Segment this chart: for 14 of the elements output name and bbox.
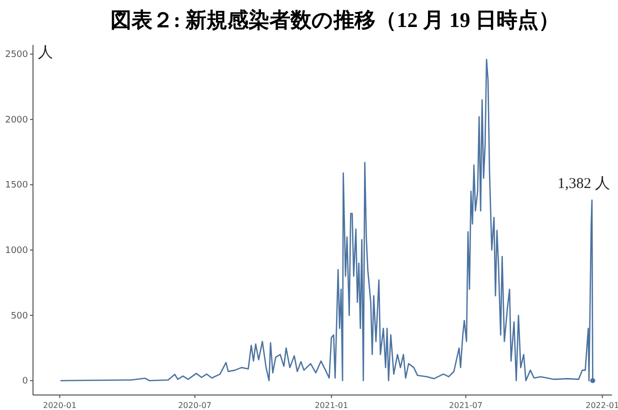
y-tick-label: 500 (10, 311, 28, 322)
y-axis-title: 人 (38, 45, 53, 61)
x-tick-label: 2020-01 (43, 401, 76, 410)
y-tick-label: 0 (22, 376, 28, 387)
y-tick-label: 1500 (5, 180, 28, 191)
x-tick-label: 2021-01 (314, 401, 348, 410)
y-tick-label: 2500 (5, 50, 28, 60)
annotation: 1,382 人 (557, 176, 610, 192)
x-tick-label: 2022-01 (586, 401, 618, 410)
y-tick-label: 2000 (5, 115, 28, 126)
title: 図表２: 新規感染者数の推移（12 月 19 日時点） (110, 8, 560, 32)
y-tick-label: 1000 (5, 246, 28, 256)
x-tick-label: 2021-07 (449, 401, 482, 410)
x-tick-label: 2020-07 (178, 401, 212, 410)
